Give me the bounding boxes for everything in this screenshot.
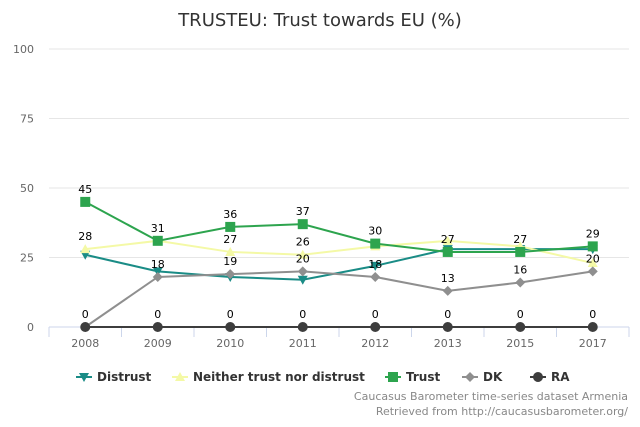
data-label: 37 <box>296 205 310 218</box>
legend-marker <box>388 372 398 382</box>
data-label: 27 <box>513 233 527 246</box>
data-point <box>515 246 526 257</box>
data-point <box>80 322 91 332</box>
y-tick-label: 25 <box>20 252 34 265</box>
data-label: 27 <box>223 233 237 246</box>
data-point <box>152 235 163 246</box>
chart-title: TRUSTEU: Trust towards EU (%) <box>177 10 462 31</box>
data-point <box>370 238 381 249</box>
data-point <box>225 322 236 332</box>
x-tick-label: 2017 <box>579 337 607 350</box>
data-point <box>297 249 308 259</box>
data-label: 0 <box>154 308 161 321</box>
legend-marker <box>533 372 543 382</box>
data-point <box>442 235 453 245</box>
x-tick-label: 2015 <box>506 337 534 350</box>
x-tick-label: 2012 <box>361 337 389 350</box>
data-point <box>225 221 236 232</box>
legend-item[interactable]: RA <box>551 370 570 384</box>
series-line-trust <box>84 201 593 253</box>
series-line-neither-trust-nor-distrust <box>85 239 593 265</box>
data-label: 29 <box>586 227 600 240</box>
data-point <box>587 322 598 332</box>
data-point <box>587 258 598 268</box>
data-point <box>225 246 236 256</box>
data-point <box>297 275 308 285</box>
legend-marker <box>465 372 475 382</box>
y-tick-label: 75 <box>20 113 34 126</box>
data-label: 0 <box>299 308 306 321</box>
data-point <box>587 266 598 277</box>
data-point <box>442 285 453 296</box>
y-tick-label: 50 <box>20 182 34 195</box>
data-label: 0 <box>372 308 379 321</box>
data-point <box>80 196 91 207</box>
data-label: 16 <box>513 264 527 277</box>
credit-line-1: Caucasus Barometer time-series dataset A… <box>354 390 628 403</box>
series-line-distrust <box>85 248 593 281</box>
legend-item[interactable]: Trust <box>406 370 440 384</box>
data-point <box>370 271 381 282</box>
data-label: 27 <box>441 233 455 246</box>
data-point <box>587 241 598 252</box>
data-label: 0 <box>589 308 596 321</box>
legend-item[interactable]: Neither trust nor distrust <box>193 370 365 384</box>
data-point <box>297 219 308 230</box>
data-label: 0 <box>227 308 234 321</box>
data-label: 28 <box>78 230 92 243</box>
y-tick-label: 0 <box>27 321 34 334</box>
data-label: 45 <box>78 183 92 196</box>
data-point <box>297 322 308 332</box>
data-point <box>297 266 308 277</box>
data-point <box>370 322 381 332</box>
legend-item[interactable]: Distrust <box>97 370 152 384</box>
x-tick-label: 2009 <box>144 337 172 350</box>
series-line-dk <box>84 270 593 328</box>
data-label: 20 <box>586 252 600 265</box>
data-point <box>80 244 91 254</box>
data-label: 18 <box>368 258 382 271</box>
data-label: 0 <box>517 308 524 321</box>
x-tick-label: 2008 <box>71 337 99 350</box>
credit-line-2: Retrieved from http://caucasusbarometer.… <box>376 405 628 418</box>
x-tick-label: 2010 <box>216 337 244 350</box>
data-point <box>152 322 163 332</box>
data-label: 13 <box>441 272 455 285</box>
data-point <box>515 322 526 332</box>
data-label: 19 <box>223 255 237 268</box>
data-label: 18 <box>151 258 165 271</box>
data-point <box>152 271 163 282</box>
data-label: 26 <box>296 236 310 249</box>
x-tick-label: 2011 <box>289 337 317 350</box>
data-point <box>442 322 453 332</box>
legend-item[interactable]: DK <box>483 370 503 384</box>
data-point <box>515 277 526 288</box>
data-label: 0 <box>82 308 89 321</box>
data-label: 36 <box>223 208 237 221</box>
x-tick-label: 2013 <box>434 337 462 350</box>
data-label: 0 <box>444 308 451 321</box>
data-label: 30 <box>368 225 382 238</box>
data-label: 20 <box>296 252 310 265</box>
data-point <box>442 246 453 257</box>
data-point <box>152 267 163 277</box>
data-point <box>225 269 236 280</box>
legend-marker <box>175 372 185 381</box>
data-label: 31 <box>151 222 165 235</box>
data-point <box>370 261 381 271</box>
y-tick-label: 100 <box>13 43 34 56</box>
legend-marker <box>79 373 89 382</box>
